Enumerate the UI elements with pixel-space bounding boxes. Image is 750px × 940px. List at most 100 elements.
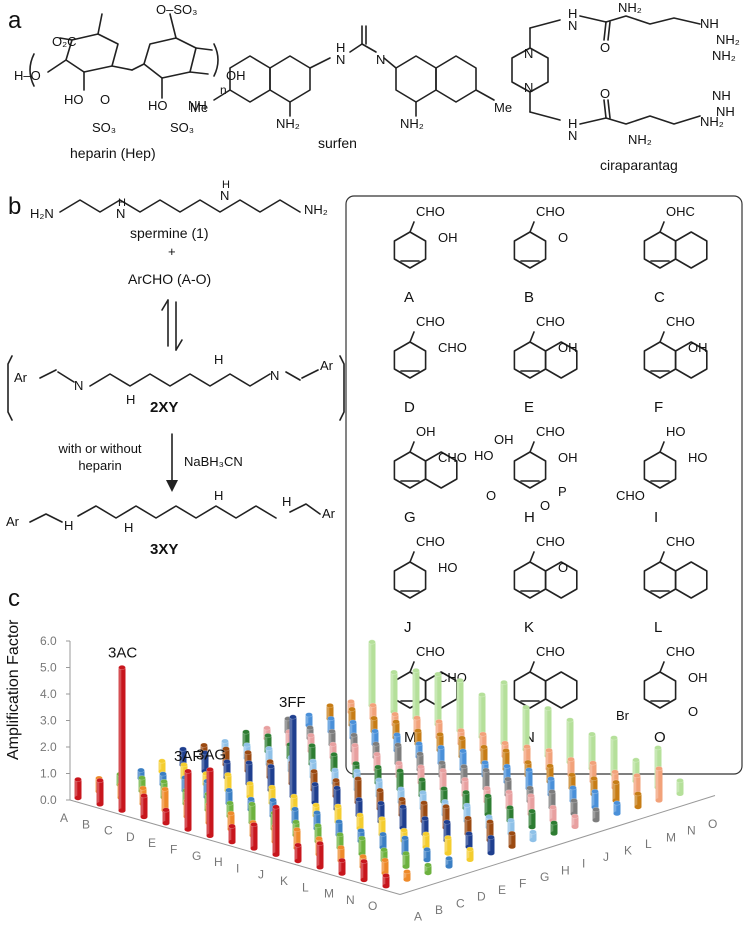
bar-highlight — [350, 735, 354, 751]
benzene-ring — [513, 231, 547, 269]
bar-cap — [483, 785, 491, 791]
bar-highlight — [221, 741, 225, 752]
bar-highlight — [204, 794, 208, 810]
bar-cap — [508, 830, 516, 836]
bar-cap — [201, 750, 209, 756]
bar-highlight — [268, 787, 272, 804]
bar-cap — [139, 785, 147, 791]
bar-body — [314, 825, 322, 842]
aldehyde-label-f: F — [654, 399, 663, 416]
bar-cap — [337, 844, 345, 850]
bar-highlight — [632, 760, 636, 782]
bar-body — [222, 748, 230, 765]
bar-highlight — [482, 770, 486, 789]
bar-l-i — [484, 793, 492, 817]
bar-cap — [393, 732, 401, 738]
bar-cap — [484, 793, 492, 799]
bar-cap — [245, 760, 253, 766]
surfen-name: surfen — [318, 135, 357, 151]
bar-cap — [244, 749, 252, 755]
bar-base — [96, 802, 104, 807]
bar-j-e — [356, 812, 364, 831]
aldehyde-m-sub-0: CHO — [416, 644, 445, 659]
bar-highlight — [118, 667, 122, 811]
bar-body — [399, 806, 407, 828]
bar-base — [184, 827, 192, 832]
aldehyde-e-sub-1: OH — [558, 340, 578, 355]
bar-highlight — [370, 718, 374, 732]
bar-highlight — [158, 761, 162, 772]
bar-cap — [529, 829, 537, 835]
bar-body — [140, 795, 148, 817]
bar-cap — [479, 731, 487, 737]
bar-highlight — [201, 752, 205, 772]
bar-body — [162, 809, 170, 824]
bar-body — [201, 752, 209, 772]
benzene-ring — [643, 671, 677, 709]
cira-n-pip2: N — [524, 80, 533, 95]
product-ar-right: Ar — [322, 506, 336, 521]
bar-highlight — [179, 749, 183, 765]
bar-highlight — [479, 734, 483, 750]
bar-highlight — [421, 818, 425, 835]
bar-cap — [180, 762, 188, 768]
bar-cap — [179, 746, 187, 752]
bar-highlight — [403, 871, 407, 880]
bar-highlight — [356, 815, 360, 829]
intermediate-label: 2XY — [150, 399, 178, 416]
bar-highlight — [676, 780, 680, 794]
bar-cap — [313, 810, 321, 816]
bar-highlight — [525, 769, 529, 789]
bar-body — [263, 728, 271, 739]
bar-body — [613, 803, 621, 814]
bar-f-a — [184, 768, 192, 832]
bar-n-l — [591, 788, 599, 810]
bar-body — [74, 779, 82, 798]
z-tick-label: G — [540, 870, 549, 884]
bar-body — [291, 809, 299, 823]
bar-d-a — [140, 793, 148, 820]
bar-cap — [200, 742, 208, 748]
bar-cap — [379, 831, 387, 837]
bar-body — [305, 714, 313, 726]
bar-cap — [633, 773, 641, 779]
substituent-bond — [529, 661, 535, 673]
bar-body — [224, 774, 232, 791]
aldehyde-h-sub-0: CHO — [536, 424, 565, 439]
aldehyde-label-o: O — [654, 729, 666, 746]
bar-e-e — [246, 781, 254, 799]
bar-cap — [456, 677, 464, 683]
cira-hn1: H — [568, 6, 577, 21]
bar-cap — [396, 768, 404, 774]
bar-body — [313, 812, 321, 829]
bar-l-d — [379, 831, 387, 850]
bar-highlight — [588, 734, 592, 769]
bar-highlight — [418, 779, 422, 796]
product-h3: H — [214, 488, 223, 503]
bar-cap — [403, 869, 411, 875]
plus-sign: + — [168, 244, 176, 259]
bar-base — [550, 831, 558, 836]
bar-cap — [591, 788, 599, 794]
reduction-arrowhead — [166, 480, 178, 492]
bar-cap — [162, 807, 170, 813]
bar-highlight — [330, 754, 334, 771]
bar-body — [394, 744, 402, 764]
heparin-ho1: HO — [64, 92, 84, 107]
bar-body — [415, 743, 423, 757]
bar-highlight — [180, 764, 184, 778]
spermine-n1: N — [116, 206, 125, 221]
bar-highlight — [464, 818, 468, 834]
aldehyde-label-i: I — [654, 509, 658, 526]
bar-n-a — [360, 858, 368, 883]
bar-highlight — [550, 822, 554, 834]
y-tick-label: 5.0 — [40, 661, 57, 675]
bar-highlight — [440, 788, 444, 802]
bar-highlight — [294, 845, 298, 861]
equilibrium-arrow — [161, 299, 183, 351]
bracket-right — [339, 355, 345, 421]
aldehyde-d-sub-1: CHO — [438, 340, 467, 355]
bar-highlight — [306, 727, 310, 739]
bar-cap — [441, 799, 449, 805]
bar-body — [379, 834, 387, 848]
